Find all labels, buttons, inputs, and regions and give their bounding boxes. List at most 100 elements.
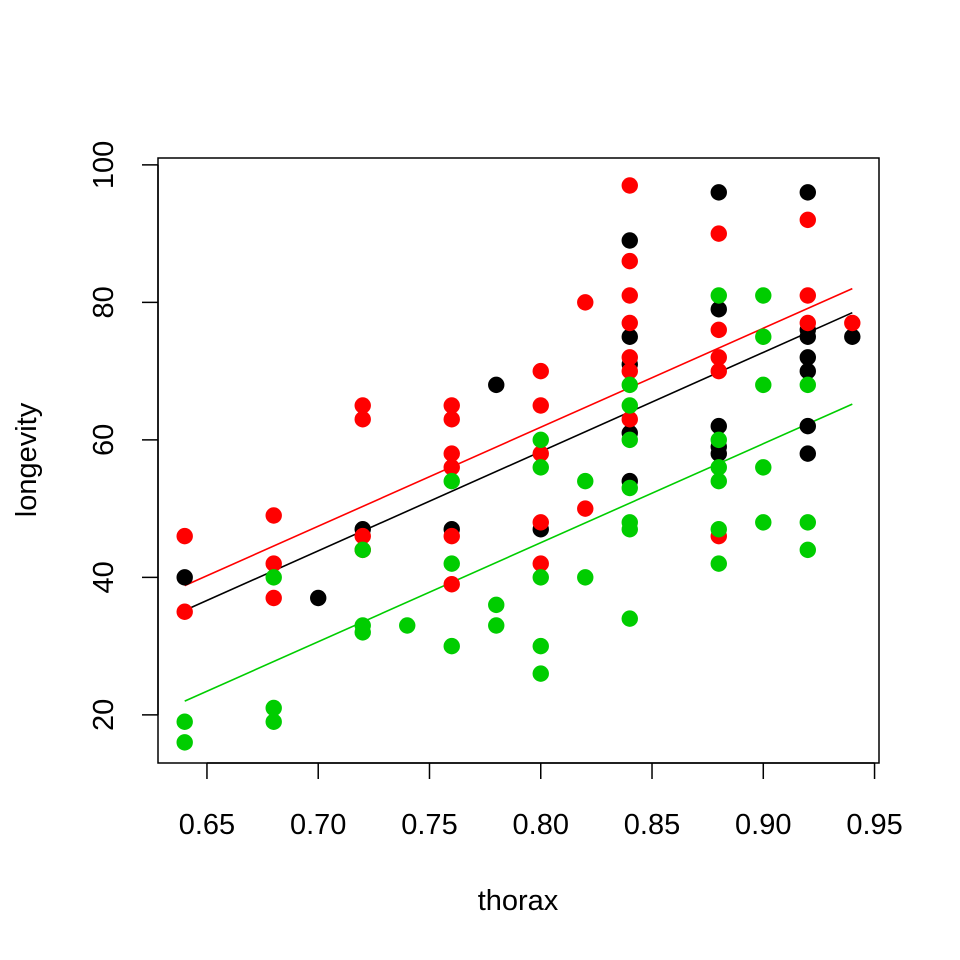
data-point xyxy=(488,617,505,634)
data-point xyxy=(443,527,460,545)
data-point xyxy=(710,287,727,304)
data-point xyxy=(532,362,549,380)
y-tick-label: 60 xyxy=(88,424,120,456)
data-point xyxy=(799,314,816,332)
data-point xyxy=(621,376,638,394)
data-point xyxy=(621,349,638,366)
data-point xyxy=(799,184,816,201)
data-point xyxy=(621,479,638,497)
data-point xyxy=(710,472,727,490)
data-point xyxy=(710,445,727,462)
data-point xyxy=(354,411,371,428)
data-point xyxy=(443,411,460,428)
data-point xyxy=(621,362,638,380)
data-point xyxy=(799,211,816,229)
data-point xyxy=(532,569,549,586)
data-point xyxy=(621,328,638,345)
y-tick-label: 100 xyxy=(88,141,120,189)
data-point xyxy=(532,555,549,572)
x-tick-label: 0.85 xyxy=(624,809,680,841)
data-point xyxy=(844,328,861,345)
data-point xyxy=(710,301,727,318)
y-tick-label: 80 xyxy=(88,286,120,318)
regression-lines xyxy=(184,287,853,702)
data-point xyxy=(354,541,371,559)
data-point xyxy=(577,569,594,586)
data-point xyxy=(799,417,816,435)
data-point xyxy=(710,321,727,339)
data-point xyxy=(577,294,594,311)
regression-line xyxy=(184,287,853,587)
x-tick-label: 0.65 xyxy=(179,809,235,841)
data-point xyxy=(755,328,772,345)
x-tick-label: 0.95 xyxy=(846,809,902,841)
data-point xyxy=(310,589,327,607)
data-point xyxy=(265,555,282,572)
data-point xyxy=(176,734,193,751)
data-point xyxy=(532,459,549,476)
data-point xyxy=(755,376,772,394)
data-point xyxy=(621,397,638,414)
data-point xyxy=(354,624,371,641)
data-point xyxy=(532,637,549,655)
data-point xyxy=(799,514,816,531)
data-point xyxy=(399,617,416,634)
data-point xyxy=(710,349,727,366)
data-point xyxy=(710,417,727,435)
data-point xyxy=(621,521,638,538)
data-point xyxy=(755,287,772,304)
data-point xyxy=(799,362,816,380)
data-point xyxy=(755,514,772,531)
y-axis-label: longevity xyxy=(11,402,43,517)
data-point xyxy=(443,397,460,414)
data-point xyxy=(710,184,727,201)
data-point xyxy=(443,576,460,593)
data-point xyxy=(443,637,460,655)
x-tick-label: 0.90 xyxy=(735,809,791,841)
data-point xyxy=(710,521,727,538)
data-point xyxy=(532,445,549,462)
data-point xyxy=(443,472,460,490)
data-point xyxy=(710,431,727,449)
data-point xyxy=(176,527,193,545)
data-point xyxy=(621,411,638,428)
data-point xyxy=(799,541,816,559)
data-point xyxy=(265,569,282,586)
x-axis: 0.65 0.70 0.75 0.80 0.85 0.90 0.95 xyxy=(179,762,903,841)
regression-line xyxy=(184,403,853,702)
data-point xyxy=(532,397,549,414)
data-point xyxy=(354,527,371,545)
data-point xyxy=(621,610,638,627)
data-point xyxy=(710,225,727,242)
data-point xyxy=(844,314,861,332)
data-point xyxy=(577,500,594,517)
data-point xyxy=(265,507,282,524)
data-point xyxy=(176,603,193,620)
data-point xyxy=(488,596,505,614)
y-tick-label: 20 xyxy=(88,699,120,731)
x-tick-label: 0.70 xyxy=(290,809,346,841)
regression-line xyxy=(184,311,853,612)
data-point xyxy=(621,431,638,449)
data-point xyxy=(621,314,638,332)
x-tick-label: 0.75 xyxy=(401,809,457,841)
data-point xyxy=(621,177,638,194)
data-point xyxy=(265,713,282,730)
data-point xyxy=(799,376,816,394)
data-point xyxy=(710,555,727,572)
data-point xyxy=(621,287,638,304)
data-point xyxy=(176,569,193,586)
data-point xyxy=(710,362,727,380)
data-point xyxy=(755,459,772,476)
data-point xyxy=(443,555,460,572)
data-point xyxy=(488,376,505,394)
data-point xyxy=(577,472,594,490)
data-point xyxy=(265,589,282,607)
data-point xyxy=(799,445,816,462)
data-points xyxy=(176,177,861,751)
y-tick-label: 40 xyxy=(88,561,120,593)
data-point xyxy=(532,514,549,531)
data-point xyxy=(176,713,193,730)
